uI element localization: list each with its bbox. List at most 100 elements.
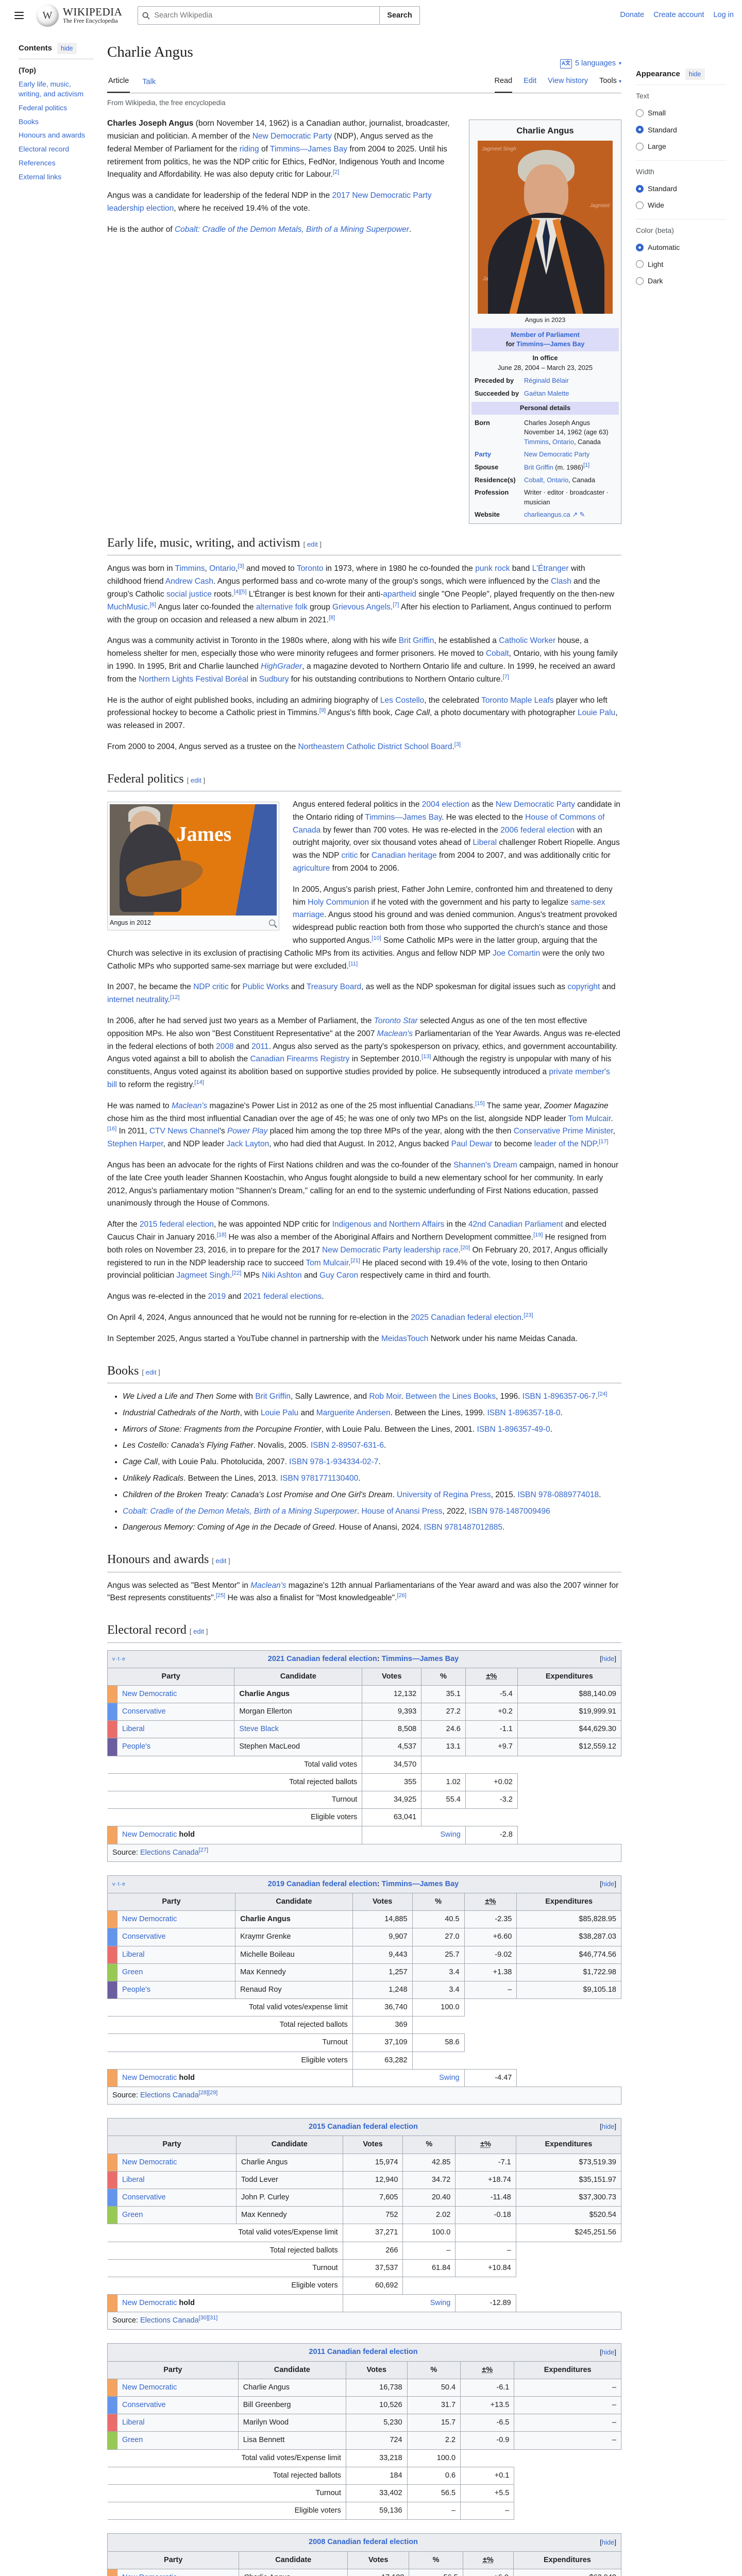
sidebar-item-external-links[interactable]: External links <box>19 170 94 184</box>
wiki-link[interactable]: punk rock <box>475 564 510 573</box>
reference-link[interactable]: [3] <box>454 741 461 748</box>
tab-article[interactable]: Article <box>107 71 130 93</box>
radio-icon[interactable] <box>636 260 644 268</box>
wiki-link[interactable]: Tom Mulcair <box>306 1258 349 1267</box>
party-link[interactable]: Liberal <box>122 1725 145 1734</box>
reference-link[interactable]: [19] <box>533 1231 543 1238</box>
reference-link[interactable]: [8] <box>328 614 335 621</box>
tab-talk[interactable]: Talk <box>142 78 156 87</box>
wiki-link[interactable]: Brit Griffin <box>255 1392 291 1401</box>
radio-icon[interactable] <box>636 142 644 150</box>
party-link[interactable]: Green <box>122 1968 143 1976</box>
wiki-link[interactable]: Ontario <box>209 564 235 573</box>
office-link[interactable]: Member of Parliament <box>511 330 580 338</box>
wiki-link[interactable]: alternative folk <box>256 602 308 612</box>
wiki-link[interactable]: apartheid <box>383 589 416 599</box>
edit-pencil-icon[interactable]: ✎ <box>579 511 585 519</box>
reference-link[interactable]: [9] <box>319 707 326 714</box>
log-in-link[interactable]: Log in <box>713 11 734 20</box>
edit-section-link[interactable]: edit <box>145 1368 157 1376</box>
wiki-link[interactable]: 2025 Canadian federal election <box>411 1313 521 1322</box>
reference-link[interactable]: [12] <box>170 994 180 1001</box>
radio-option-standard[interactable]: Standard <box>636 180 727 197</box>
wiki-link[interactable]: 2011 Canadian federal election <box>309 2348 418 2357</box>
vte-links[interactable]: v·t·e <box>112 1880 126 1887</box>
wiki-link[interactable]: 2004 election <box>421 800 469 809</box>
wiki-link[interactable]: ISBN 2-89507-631-6 <box>310 1441 384 1450</box>
wiki-link[interactable]: ISBN 9781771130400 <box>280 1473 359 1483</box>
wiki-link[interactable]: ISBN 9781487012885 <box>424 1523 503 1532</box>
wiki-link[interactable]: HighGrader <box>261 662 302 671</box>
party-link[interactable]: People's <box>122 1985 151 1994</box>
wiki-link[interactable]: University of Regina Press <box>397 1490 491 1499</box>
sidebar-item-references[interactable]: References <box>19 156 94 170</box>
reference-link[interactable]: [30][31] <box>198 2315 218 2321</box>
radio-option-dark[interactable]: Dark <box>636 273 727 289</box>
wiki-link[interactable]: Elections Canada <box>140 1848 199 1857</box>
wiki-link[interactable]: Shannen's Dream <box>453 1161 517 1170</box>
party-link[interactable]: New Democratic <box>122 1689 177 1698</box>
search-box[interactable] <box>138 6 380 25</box>
wiki-link[interactable]: Elections Canada <box>140 2316 199 2325</box>
swing-link[interactable]: Swing <box>430 2299 451 2308</box>
wiki-link[interactable]: Treasury Board <box>306 982 362 992</box>
contents-link[interactable]: Honours and awards <box>19 131 86 140</box>
edit-section-link[interactable]: edit <box>307 540 318 548</box>
languages-button[interactable]: A文 5 languages ▾ <box>560 58 621 70</box>
reference-link[interactable]: [15] <box>475 1100 485 1107</box>
wiki-link[interactable]: L'Étranger <box>532 564 569 573</box>
wiki-link[interactable]: Cobalt, Ontario <box>524 476 569 484</box>
radio-option-wide[interactable]: Wide <box>636 197 727 213</box>
wiki-link[interactable]: Maclean's <box>250 1581 286 1590</box>
reference-link[interactable]: [25] <box>215 1592 226 1599</box>
wiki-link[interactable]: Andrew Cash <box>165 577 213 586</box>
hide-link[interactable]: hide <box>601 2123 615 2131</box>
view-read[interactable]: Read <box>494 75 513 93</box>
wiki-link[interactable]: Joe Comartin <box>493 948 541 958</box>
contents-link[interactable]: Electoral record <box>19 145 70 154</box>
wiki-link[interactable]: ISBN 1-896357-49-0 <box>477 1425 550 1434</box>
hide-link[interactable]: hide <box>601 2348 615 2356</box>
search-button[interactable]: Search <box>380 6 420 25</box>
radio-icon[interactable] <box>636 109 644 117</box>
party-link[interactable]: People's <box>122 1742 151 1751</box>
wiki-link[interactable]: House of Commons of Canada <box>293 812 605 835</box>
wiki-link[interactable]: Cobalt: Cradle of the Demon Metals, Birt… <box>174 225 409 234</box>
sidebar-item-books[interactable]: Books <box>19 115 94 129</box>
wiki-link[interactable]: Guy Caron <box>319 1271 359 1280</box>
wiki-link[interactable]: Maclean's <box>171 1101 208 1110</box>
wiki-link[interactable]: Clash <box>551 577 571 586</box>
party-value-link[interactable]: New Democratic Party <box>524 450 590 459</box>
wiki-link[interactable]: New Democratic Party <box>252 131 332 141</box>
party-link[interactable]: New Democratic <box>122 1915 177 1924</box>
wiki-link[interactable]: leader of the NDP <box>534 1140 597 1149</box>
reference-link[interactable]: [27] <box>198 1846 209 1853</box>
party-link[interactable]: Conservative <box>122 1707 166 1716</box>
wiki-link[interactable]: Timmins <box>175 564 205 573</box>
radio-icon[interactable] <box>636 126 644 134</box>
party-link[interactable]: New Democratic <box>122 2573 177 2576</box>
reference-link[interactable]: [7] <box>393 601 399 608</box>
reference-link[interactable]: [10] <box>372 935 381 941</box>
wiki-link[interactable]: Public Works <box>242 982 289 992</box>
wiki-link[interactable]: Cobalt: Cradle of the Demon Metals, Birt… <box>123 1506 357 1516</box>
wiki-link[interactable]: Rob Moir <box>369 1392 401 1401</box>
wiki-link[interactable]: ISBN 978-1-934334-02-7 <box>289 1458 379 1467</box>
wiki-link[interactable]: Timmins <box>524 437 549 446</box>
wiki-link[interactable]: Ontario <box>552 437 574 446</box>
wiki-link[interactable]: CTV News Channel <box>149 1127 220 1136</box>
party-link[interactable]: Liberal <box>122 2175 145 2184</box>
contents-link[interactable]: (Top) <box>19 66 36 74</box>
party-link[interactable]: Liberal <box>122 2418 145 2427</box>
contents-link[interactable]: Books <box>19 117 39 126</box>
sidebar-item-federal-politics[interactable]: Federal politics <box>19 101 94 115</box>
radio-option-automatic[interactable]: Automatic <box>636 239 727 256</box>
party-link[interactable]: Green <box>122 2436 143 2445</box>
radio-option-large[interactable]: Large <box>636 138 727 155</box>
wiki-link[interactable]: Timmins—James Bay <box>381 1879 459 1888</box>
reference-link[interactable]: [22] <box>232 1270 242 1277</box>
wiki-link[interactable]: Paul Dewar <box>451 1140 493 1149</box>
wiki-link[interactable]: Cobalt <box>485 649 509 658</box>
wiki-link[interactable]: Stephen Harper <box>107 1140 163 1149</box>
wiki-link[interactable]: ISBN 978-1487009496 <box>469 1506 550 1516</box>
